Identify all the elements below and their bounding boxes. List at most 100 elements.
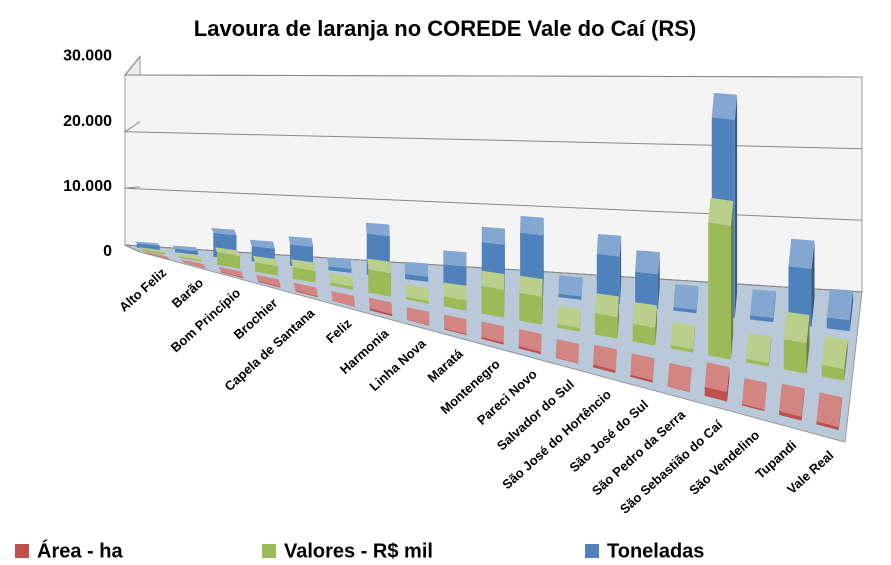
bar-front (443, 264, 467, 287)
bar (594, 293, 619, 339)
x-tick-label: Feliz (323, 315, 355, 346)
grid-line (123, 121, 863, 150)
bar-front (332, 300, 355, 307)
bar-front (481, 336, 504, 345)
legend-swatch (262, 544, 276, 558)
grid-line (123, 56, 863, 78)
bar-top (331, 291, 355, 307)
bar-front (821, 364, 845, 381)
bar-top (518, 329, 542, 352)
bar-top (404, 261, 429, 277)
bar (704, 362, 730, 402)
bar-top (143, 251, 169, 259)
bar-side (658, 252, 660, 309)
bar-front (632, 323, 656, 346)
bar (172, 245, 198, 255)
bar-top (816, 392, 842, 427)
bar-front (146, 253, 169, 260)
bar-front (295, 290, 318, 298)
bar-top (520, 215, 544, 236)
bar-top (673, 284, 699, 310)
bar-top (821, 336, 848, 370)
bar (138, 247, 165, 255)
bar (635, 250, 660, 309)
bar-front (704, 386, 727, 402)
bar-side (617, 296, 619, 339)
bar-top (256, 274, 281, 287)
bar-side (768, 336, 772, 367)
bar-top (293, 282, 318, 297)
bar-top (826, 288, 854, 321)
bar (816, 392, 842, 431)
bar-front (783, 339, 807, 374)
bar (783, 311, 810, 374)
bar-front (444, 328, 467, 336)
bar (133, 241, 160, 251)
bar (368, 297, 393, 317)
bar-side (578, 343, 580, 364)
bar-top (443, 282, 467, 301)
bar-top (519, 275, 543, 297)
bar-top (711, 92, 738, 120)
bar (443, 250, 467, 287)
x-tick-label: Barão (169, 275, 206, 311)
bar-top (181, 259, 206, 269)
bar-top (667, 363, 692, 392)
bar-top (327, 257, 352, 270)
bar (741, 378, 767, 412)
bar-side (579, 309, 581, 332)
bar-top (779, 383, 805, 417)
bar-top (788, 238, 815, 269)
bar (176, 253, 202, 262)
bar (327, 257, 352, 273)
bar-top (329, 273, 354, 287)
bar (779, 383, 805, 421)
x-tick-label: Alto Feliz (116, 265, 169, 315)
bar-side (844, 339, 848, 381)
bar-top (593, 344, 617, 371)
bar-front (443, 296, 467, 311)
bar (404, 261, 429, 282)
bar (367, 258, 391, 297)
grid-line (124, 186, 863, 221)
bar-front (406, 296, 429, 304)
bar-front (258, 280, 281, 288)
bar-top (176, 253, 202, 261)
bar (329, 273, 354, 290)
bar-top (291, 259, 316, 272)
bar-top (481, 321, 504, 343)
bar-front (555, 357, 579, 364)
bar-top (557, 305, 581, 329)
bar-side (581, 277, 583, 300)
bar-top (367, 258, 391, 274)
bar-side (806, 315, 810, 374)
bar-front (183, 262, 206, 269)
bar-front (826, 317, 850, 332)
bar (256, 274, 281, 288)
bar-top (172, 245, 198, 252)
legend-label: Área - ha (37, 539, 123, 562)
y-tick-label: 30.000 (63, 48, 112, 65)
bar-front (328, 266, 352, 273)
bar-front (175, 248, 198, 255)
bar (405, 284, 429, 304)
bar (557, 305, 581, 332)
bar-side (730, 201, 734, 360)
bar (481, 321, 504, 345)
bar (481, 270, 505, 318)
bar-front (750, 315, 774, 323)
legend-swatch (585, 544, 599, 558)
bar-side (764, 382, 767, 412)
bar-side (542, 279, 543, 325)
bar-side (693, 325, 696, 353)
bar-top (708, 197, 734, 227)
bar-top (211, 228, 237, 236)
bar-front (330, 282, 354, 290)
bar-front (369, 308, 393, 317)
bar-top (138, 247, 165, 253)
bar (670, 322, 696, 353)
bar (558, 275, 583, 300)
bar-top (214, 247, 240, 257)
bar-top (630, 353, 655, 381)
